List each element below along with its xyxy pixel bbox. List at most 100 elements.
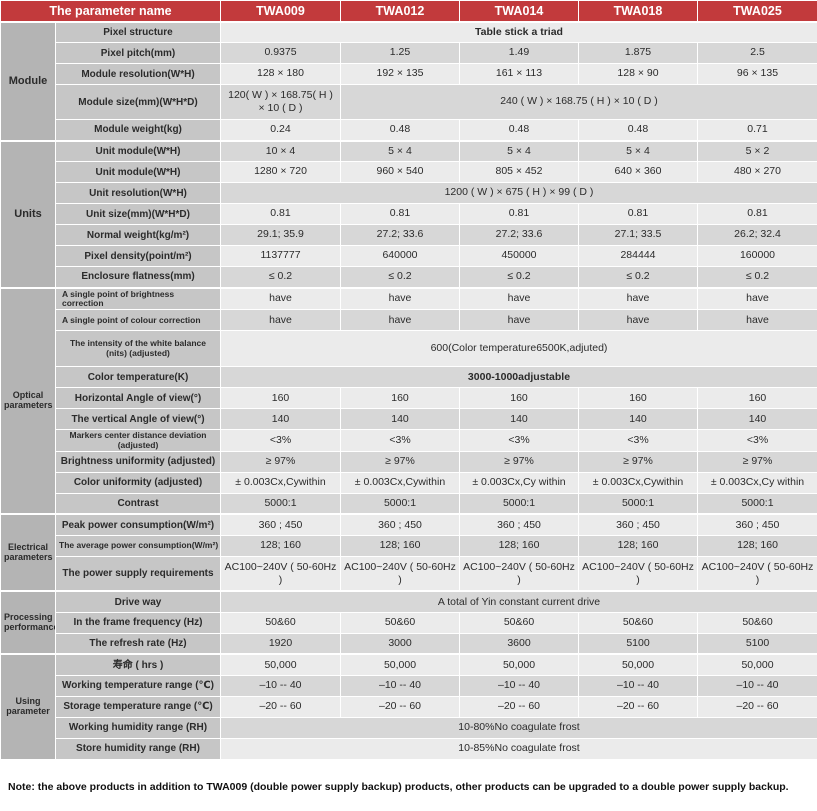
param-value: 360 ; 450 — [340, 513, 460, 536]
param-value: 140 — [220, 408, 341, 431]
param-value: ≤ 0.2 — [697, 266, 817, 288]
table-row: Color uniformity (adjusted) ± 0.003Cx,Cyw… — [1, 471, 817, 494]
param-value: 640 × 360 — [578, 161, 698, 183]
param-value: –20 -- 60 — [697, 695, 817, 718]
param-name: Peak power consumption(W/m²) — [55, 513, 221, 536]
param-value: 10 × 4 — [220, 139, 341, 162]
param-value: <3% — [220, 429, 341, 452]
param-value: 3000-1000adjustable — [220, 366, 817, 389]
param-value: have — [459, 286, 579, 311]
param-name: The power supply requirements — [55, 555, 221, 592]
param-value: 160 — [697, 387, 817, 410]
table-row: Unit module(W*H) 1280 × 720 960 × 540 805 ×… — [1, 161, 817, 183]
table-row: Module weight(kg) 0.24 0.48 0.48 0.48 0.71 — [1, 119, 817, 141]
header-row: The parameter name TWA009 TWA012 TWA014 … — [0, 0, 817, 22]
param-value: 50&60 — [340, 611, 460, 634]
param-value: –10 -- 40 — [340, 674, 460, 697]
param-value: ≥ 97% — [459, 450, 579, 473]
param-value: 450000 — [459, 245, 579, 267]
param-value: –10 -- 40 — [220, 674, 341, 697]
param-value: ± 0.003Cx,Cywithin — [578, 471, 698, 494]
param-value: 3600 — [459, 632, 579, 655]
param-name: A single point of brightness correction — [55, 286, 221, 311]
param-value: 5 × 4 — [340, 139, 460, 162]
param-value: 128; 160 — [340, 534, 460, 557]
param-value: ≤ 0.2 — [459, 266, 579, 288]
param-value: 96 × 135 — [697, 63, 817, 85]
param-value: 0.24 — [220, 119, 341, 141]
param-value: 29.1; 35.9 — [220, 224, 341, 246]
param-value: have — [459, 309, 579, 332]
param-name: Unit module(W*H) — [55, 139, 221, 162]
param-value: ≤ 0.2 — [578, 266, 698, 288]
param-name: Working temperature range (℃) — [55, 674, 221, 697]
param-value: 600(Color temperature6500K,adjuted) — [220, 330, 817, 368]
col-header-twa025: TWA025 — [697, 0, 817, 22]
param-value: 5000:1 — [697, 492, 817, 515]
param-name-header: The parameter name — [0, 0, 221, 22]
param-name: 寿命 ( hrs ) — [55, 653, 221, 676]
param-value: 5 × 4 — [578, 139, 698, 162]
param-value: 140 — [697, 408, 817, 431]
table-row: Color temperature(K) 3000-1000adjustable — [1, 366, 817, 389]
category-using-parameter: Using parameter — [0, 653, 56, 760]
param-value: –20 -- 60 — [220, 695, 341, 718]
table-row: Unit size(mm)(W*H*D) 0.81 0.81 0.81 0.81 0.81 — [1, 203, 817, 225]
param-value: have — [220, 309, 341, 332]
param-name: Horizontal Angle of view(°) — [55, 387, 221, 410]
param-name: The vertical Angle of view(°) — [55, 408, 221, 431]
param-value: –20 -- 60 — [578, 695, 698, 718]
param-value: AC100~240V ( 50-60Hz ) — [578, 555, 698, 592]
param-value: 5 × 2 — [697, 139, 817, 162]
table-row: The intensity of the white balance (nits… — [1, 330, 817, 368]
table-row: Horizontal Angle of view(°) 160 160 160 160 1… — [1, 387, 817, 410]
param-value: 1.49 — [459, 42, 579, 64]
param-value: 128 × 90 — [578, 63, 698, 85]
table-row: Pixel density(point/m²) 1137777 640000 4500… — [1, 245, 817, 267]
param-value: ≥ 97% — [697, 450, 817, 473]
param-value: 0.48 — [459, 119, 579, 141]
param-name: The intensity of the white balance (nits… — [55, 330, 221, 368]
table-row: Electrical parameters Peak power consumpt… — [0, 513, 817, 592]
param-value: have — [340, 286, 460, 311]
param-value: 360 ; 450 — [578, 513, 698, 536]
param-value: ± 0.003Cx,Cywithin — [220, 471, 341, 494]
param-value: 50,000 — [697, 653, 817, 676]
param-value: 805 × 452 — [459, 161, 579, 183]
param-value: 50,000 — [578, 653, 698, 676]
spec-table: The parameter name TWA009 TWA012 TWA014 … — [0, 0, 817, 760]
param-value: ≥ 97% — [220, 450, 341, 473]
param-name: Brightness uniformity (adjusted) — [55, 450, 221, 473]
param-name: Module weight(kg) — [55, 119, 221, 141]
param-value: 192 × 135 — [340, 63, 460, 85]
param-value: <3% — [340, 429, 460, 452]
param-value: 1.875 — [578, 42, 698, 64]
param-value: 50,000 — [220, 653, 341, 676]
col-header-twa009: TWA009 — [220, 0, 341, 22]
param-value: 128; 160 — [220, 534, 341, 557]
table-row: Normal weight(kg/m²) 29.1; 35.9 27.2; 33.6… — [1, 224, 817, 246]
param-value: have — [340, 309, 460, 332]
param-value: 0.81 — [459, 203, 579, 225]
category-processing-performance: Processing performance — [0, 590, 56, 655]
param-value: 3000 — [340, 632, 460, 655]
param-name: The average power consumption(W/m²) — [55, 534, 221, 557]
param-name: Unit resolution(W*H) — [55, 182, 221, 204]
param-value: 128; 160 — [459, 534, 579, 557]
param-value: 0.9375 — [220, 42, 341, 64]
param-value: 1280 × 720 — [220, 161, 341, 183]
param-name: A single point of colour correction — [55, 309, 221, 332]
table-row: A single point of colour correction have h… — [1, 309, 817, 332]
param-value: ± 0.003Cx,Cy within — [697, 471, 817, 494]
param-value: 1920 — [220, 632, 341, 655]
param-name: Module size(mm)(W*H*D) — [55, 84, 221, 120]
param-name: Unit module(W*H) — [55, 161, 221, 183]
param-value: A total of Yin constant current drive — [220, 590, 817, 613]
table-row: Storage temperature range (℃) –20 -- 60 –2… — [1, 695, 817, 718]
param-value: AC100~240V ( 50-60Hz ) — [340, 555, 460, 592]
param-name: The refresh rate (Hz) — [55, 632, 221, 655]
param-value: AC100~240V ( 50-60Hz ) — [697, 555, 817, 592]
category-units: Units — [0, 139, 56, 288]
param-name: Drive way — [55, 590, 221, 613]
param-value: AC100~240V ( 50-60Hz ) — [220, 555, 341, 592]
